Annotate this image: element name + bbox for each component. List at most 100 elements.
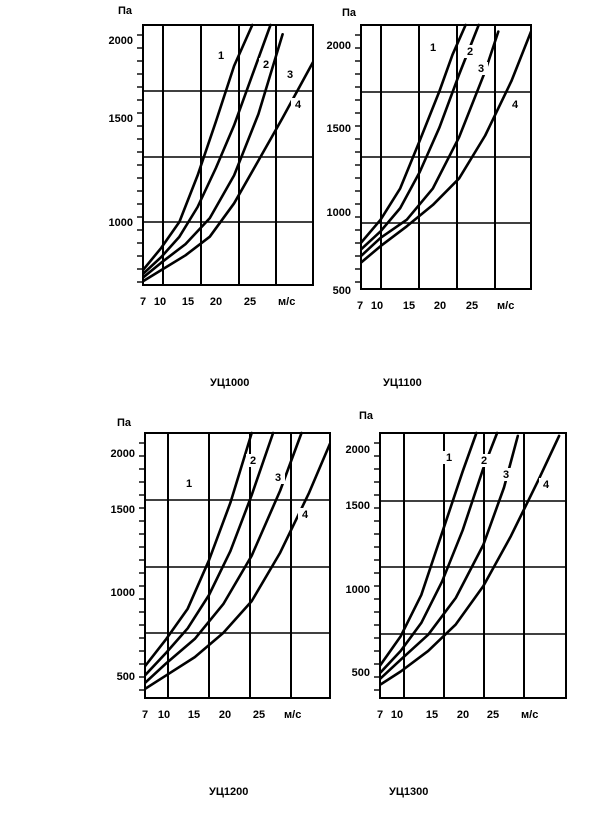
y-tick-label: 1500	[327, 123, 351, 135]
chart-2: Па 500 1000 1500 2000 7 10 15 20 25 м/с УЦ1100 1 23 4	[327, 7, 532, 389]
y-tick-label: 1000	[111, 587, 135, 599]
series-label-4: 4	[302, 509, 309, 521]
y-tick-label: 1000	[346, 584, 370, 596]
y-tick-label: 2000	[327, 40, 351, 52]
series-label-bg	[271, 471, 285, 484]
series-label-1: 1	[446, 452, 452, 464]
y-tick-label: 1000	[327, 207, 351, 219]
series-label-1: 1	[430, 42, 436, 54]
x-tick-label: 20	[210, 296, 222, 308]
series-line-1	[361, 23, 467, 245]
series-line-4	[145, 442, 330, 691]
y-axis-label: Па	[117, 417, 132, 429]
x-tick-label: 15	[182, 296, 194, 308]
series-label-bg	[298, 508, 312, 521]
x-axis-unit: м/с	[521, 709, 538, 721]
y-tick-label: 2000	[109, 35, 133, 47]
series-label-2: 2	[263, 59, 269, 71]
chart-1: Па 1000 1500 2000 7 10 15 20 25 м/с УЦ1000 1 2 3 4	[109, 5, 314, 389]
series-label-2: 2	[467, 46, 473, 58]
x-tick-label: 15	[403, 300, 415, 312]
x-tick-label: 10	[158, 709, 170, 721]
plot-frame	[142, 24, 314, 286]
x-tick-label: 7	[142, 709, 148, 721]
plot-frame	[144, 432, 331, 699]
series-label-1: 1	[218, 50, 224, 62]
series-label-bg	[426, 41, 440, 54]
chart-title: УЦ1200	[209, 786, 248, 798]
x-tick-label: 7	[357, 300, 363, 312]
series-label-4: 4	[543, 479, 550, 491]
y-tick-label: 500	[352, 667, 370, 679]
series-line-2	[143, 23, 272, 276]
y-tick-label: 1500	[111, 504, 135, 516]
x-tick-label: 10	[371, 300, 383, 312]
x-tick-label: 10	[391, 709, 403, 721]
series-label-bg	[474, 62, 488, 75]
x-tick-label: 25	[244, 296, 256, 308]
series-label-3: 3	[275, 472, 281, 484]
series-line-2	[361, 23, 480, 251]
series-line-2	[145, 431, 275, 677]
x-tick-label: 7	[140, 296, 146, 308]
series-label-4: 4	[295, 99, 302, 111]
series-label-bg	[508, 98, 522, 111]
series-label-bg	[499, 468, 513, 481]
series-label-2: 2	[481, 455, 487, 467]
series-line-3	[143, 33, 284, 279]
series-label-bg	[442, 451, 456, 464]
series-label-bg	[259, 58, 273, 71]
x-axis-unit: м/с	[497, 300, 514, 312]
series-label-2: 2	[250, 455, 256, 467]
y-tick-label: 500	[333, 285, 351, 297]
x-tick-label: 10	[154, 296, 166, 308]
series-label-bg	[477, 454, 491, 467]
series-label-bg	[214, 49, 228, 62]
y-tick-label: 500	[117, 671, 135, 683]
x-tick-label: 25	[466, 300, 478, 312]
series-line-3	[380, 434, 520, 681]
series-line-1	[145, 431, 253, 668]
chart-3: Па 500 1000 1500 2000 7 10 15 20 25 м/с УЦ1200 1 2 3 4	[111, 417, 331, 798]
series-line-4	[143, 60, 313, 283]
y-axis-label: Па	[359, 410, 374, 422]
series-label-bg	[463, 45, 477, 58]
x-tick-label: 20	[434, 300, 446, 312]
x-tick-label: 20	[219, 709, 231, 721]
x-tick-label: 15	[426, 709, 438, 721]
series-line-2	[380, 431, 499, 675]
chart-title: УЦ1100	[383, 377, 422, 389]
series-label-3: 3	[287, 69, 293, 81]
x-tick-label: 25	[487, 709, 499, 721]
series-label-3: 3	[503, 469, 509, 481]
series-line-1	[380, 431, 478, 667]
y-tick-label: 1500	[109, 113, 133, 125]
plot-frame	[379, 432, 567, 699]
y-tick-label: 2000	[346, 444, 370, 456]
y-axis-label: Па	[118, 5, 133, 17]
series-label-3: 3	[478, 63, 484, 75]
series-label-bg	[246, 454, 260, 467]
x-tick-label: 25	[253, 709, 265, 721]
x-tick-label: 15	[188, 709, 200, 721]
y-tick-label: 2000	[111, 448, 135, 460]
x-axis-unit: м/с	[278, 296, 295, 308]
y-tick-label: 1500	[346, 500, 370, 512]
series-label-bg	[283, 68, 297, 81]
x-axis-unit: м/с	[284, 709, 301, 721]
chart-4: Па 500 1000 1500 2000 7 10 15 20 25 м/с УЦ1300 1 2 3 4	[346, 410, 567, 798]
y-axis-label: Па	[342, 7, 357, 19]
chart-title: УЦ1000	[210, 377, 249, 389]
chart-title: УЦ1300	[389, 786, 428, 798]
y-tick-label: 1000	[109, 217, 133, 229]
series-label-bg	[291, 98, 305, 111]
series-label-bg	[182, 477, 196, 490]
series-line-3	[145, 431, 303, 685]
series-label-1: 1	[186, 478, 192, 490]
series-label-bg	[539, 478, 553, 491]
series-line-4	[380, 434, 561, 687]
series-line-4	[361, 30, 531, 264]
x-tick-label: 7	[377, 709, 383, 721]
series-label-4: 4	[512, 99, 519, 111]
